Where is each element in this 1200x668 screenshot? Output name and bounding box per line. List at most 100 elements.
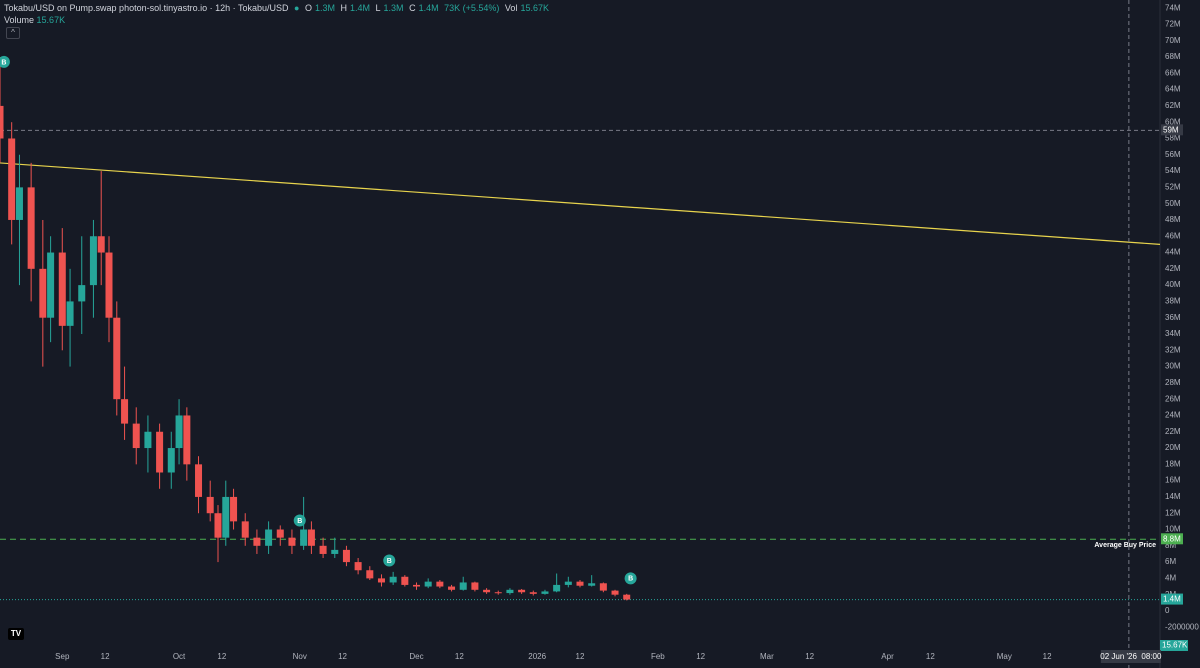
buy-marker bbox=[624, 572, 637, 585]
y-tick-label: 8M bbox=[1165, 541, 1176, 550]
candle-body bbox=[623, 594, 631, 600]
y-tick-label: 24M bbox=[1165, 411, 1181, 420]
buy-marker-label: B bbox=[1, 59, 6, 66]
crosshair-date: 02 Jun '26 08:00 bbox=[1100, 652, 1162, 661]
y-tick-label: 74M bbox=[1165, 3, 1181, 12]
volume-tag-box bbox=[1160, 640, 1188, 651]
volume-legend: Volume 15.67K bbox=[4, 15, 65, 25]
x-tick-label: May bbox=[997, 652, 1012, 661]
y-tick-label: 42M bbox=[1165, 264, 1181, 273]
logo-box bbox=[8, 628, 24, 640]
h-label: H bbox=[340, 3, 348, 13]
candle-body bbox=[319, 545, 327, 554]
x-tick-label: Dec bbox=[409, 652, 423, 661]
x-tick-label: 12 bbox=[101, 652, 110, 661]
buy-marker-label: B bbox=[297, 518, 302, 525]
candle-body bbox=[483, 589, 491, 593]
volume-label: Volume bbox=[4, 15, 35, 25]
y-tick-label: 56M bbox=[1165, 150, 1181, 159]
y-tick-label: 32M bbox=[1165, 345, 1181, 354]
candle-body bbox=[459, 582, 467, 590]
candle-body bbox=[436, 581, 444, 587]
candle-body bbox=[342, 549, 350, 563]
candle-body bbox=[0, 105, 4, 139]
candle-body bbox=[366, 570, 374, 579]
y-tick-label: 20M bbox=[1165, 443, 1181, 452]
candle-body bbox=[183, 415, 191, 465]
buy-marker-label: B bbox=[387, 558, 392, 565]
c-value: 1.4M bbox=[418, 3, 439, 13]
y-tick-label: 26M bbox=[1165, 394, 1181, 403]
candle-body bbox=[307, 529, 315, 546]
y-tick-label: 64M bbox=[1165, 85, 1181, 94]
candle-body bbox=[265, 529, 273, 546]
volume-tag: 15.67K bbox=[1162, 641, 1188, 650]
buy-marker bbox=[0, 55, 10, 68]
volume-value: 15.67K bbox=[36, 15, 66, 25]
x-tick-label: 12 bbox=[805, 652, 814, 661]
crosshair-tag: 59M bbox=[1161, 124, 1183, 136]
x-tick-label: Mar bbox=[760, 652, 774, 661]
candle-body bbox=[276, 529, 284, 538]
candle-body bbox=[413, 584, 421, 587]
buy-marker bbox=[383, 554, 396, 567]
l-value: 1.3M bbox=[383, 3, 404, 13]
y-tick-label: -2000000 bbox=[1165, 622, 1199, 631]
vol-value: 15.67K bbox=[520, 3, 549, 13]
y-tick-label: 72M bbox=[1165, 20, 1181, 29]
candle-body bbox=[58, 252, 66, 326]
candle-body bbox=[300, 529, 308, 546]
candle-body bbox=[576, 581, 584, 586]
candle-body bbox=[8, 138, 16, 220]
candle-body bbox=[105, 252, 113, 318]
candle-body bbox=[78, 285, 86, 302]
buy-marker-label: B bbox=[628, 576, 633, 583]
candle-body bbox=[222, 496, 230, 538]
y-tick-label: 38M bbox=[1165, 297, 1181, 306]
candle-body bbox=[541, 591, 549, 594]
candle-body bbox=[471, 582, 479, 590]
candle-body bbox=[113, 317, 121, 400]
buy-marker bbox=[293, 514, 306, 527]
collapse-button[interactable]: ^ bbox=[6, 27, 20, 39]
l-label: L bbox=[375, 3, 381, 13]
candle-body bbox=[611, 590, 619, 595]
candle-body bbox=[195, 464, 203, 497]
logo-text: TV bbox=[11, 629, 22, 638]
candle-body bbox=[206, 496, 214, 514]
candle-body bbox=[144, 431, 152, 449]
candle-body bbox=[39, 268, 47, 318]
crosshair-date-box bbox=[1100, 650, 1161, 663]
x-tick-label: 12 bbox=[696, 652, 705, 661]
y-tick-label: 46M bbox=[1165, 231, 1181, 240]
y-tick-label: 70M bbox=[1165, 36, 1181, 45]
y-tick-label: 6M bbox=[1165, 557, 1176, 566]
y-tick-label: 60M bbox=[1165, 117, 1181, 126]
x-tick-label: Oct bbox=[173, 652, 186, 661]
candle-body bbox=[424, 581, 432, 587]
y-tick-label: 14M bbox=[1165, 492, 1181, 501]
x-tick-label: Apr bbox=[881, 652, 894, 661]
y-tick-label: 40M bbox=[1165, 280, 1181, 289]
candle-body bbox=[588, 583, 596, 586]
last-price-tag-text: 1.4M bbox=[1163, 595, 1181, 604]
trendline bbox=[0, 162, 1161, 245]
legend: Tokabu/USD on Pump.swap photon-sol.tinya… bbox=[4, 3, 552, 13]
candle-body bbox=[27, 187, 35, 269]
candle-body bbox=[167, 448, 175, 473]
candle-body bbox=[241, 521, 249, 538]
symbol: Tokabu/USD on Pump.swap photon-sol.tinya… bbox=[4, 3, 289, 13]
x-tick-label: 12 bbox=[455, 652, 464, 661]
y-tick-label: 66M bbox=[1165, 68, 1181, 77]
x-tick-label: 12 bbox=[1043, 652, 1052, 661]
crosshair-tag-text: 59M bbox=[1163, 125, 1179, 134]
y-tick-label: 4M bbox=[1165, 573, 1176, 582]
y-tick-label: 10M bbox=[1165, 525, 1181, 534]
candle-body bbox=[288, 537, 296, 546]
change: 73K (+5.54%) bbox=[444, 3, 500, 13]
y-tick-label: 0 bbox=[1165, 606, 1170, 615]
y-tick-label: 36M bbox=[1165, 313, 1181, 322]
x-tick-label: 12 bbox=[576, 652, 585, 661]
candle-body bbox=[121, 399, 129, 424]
